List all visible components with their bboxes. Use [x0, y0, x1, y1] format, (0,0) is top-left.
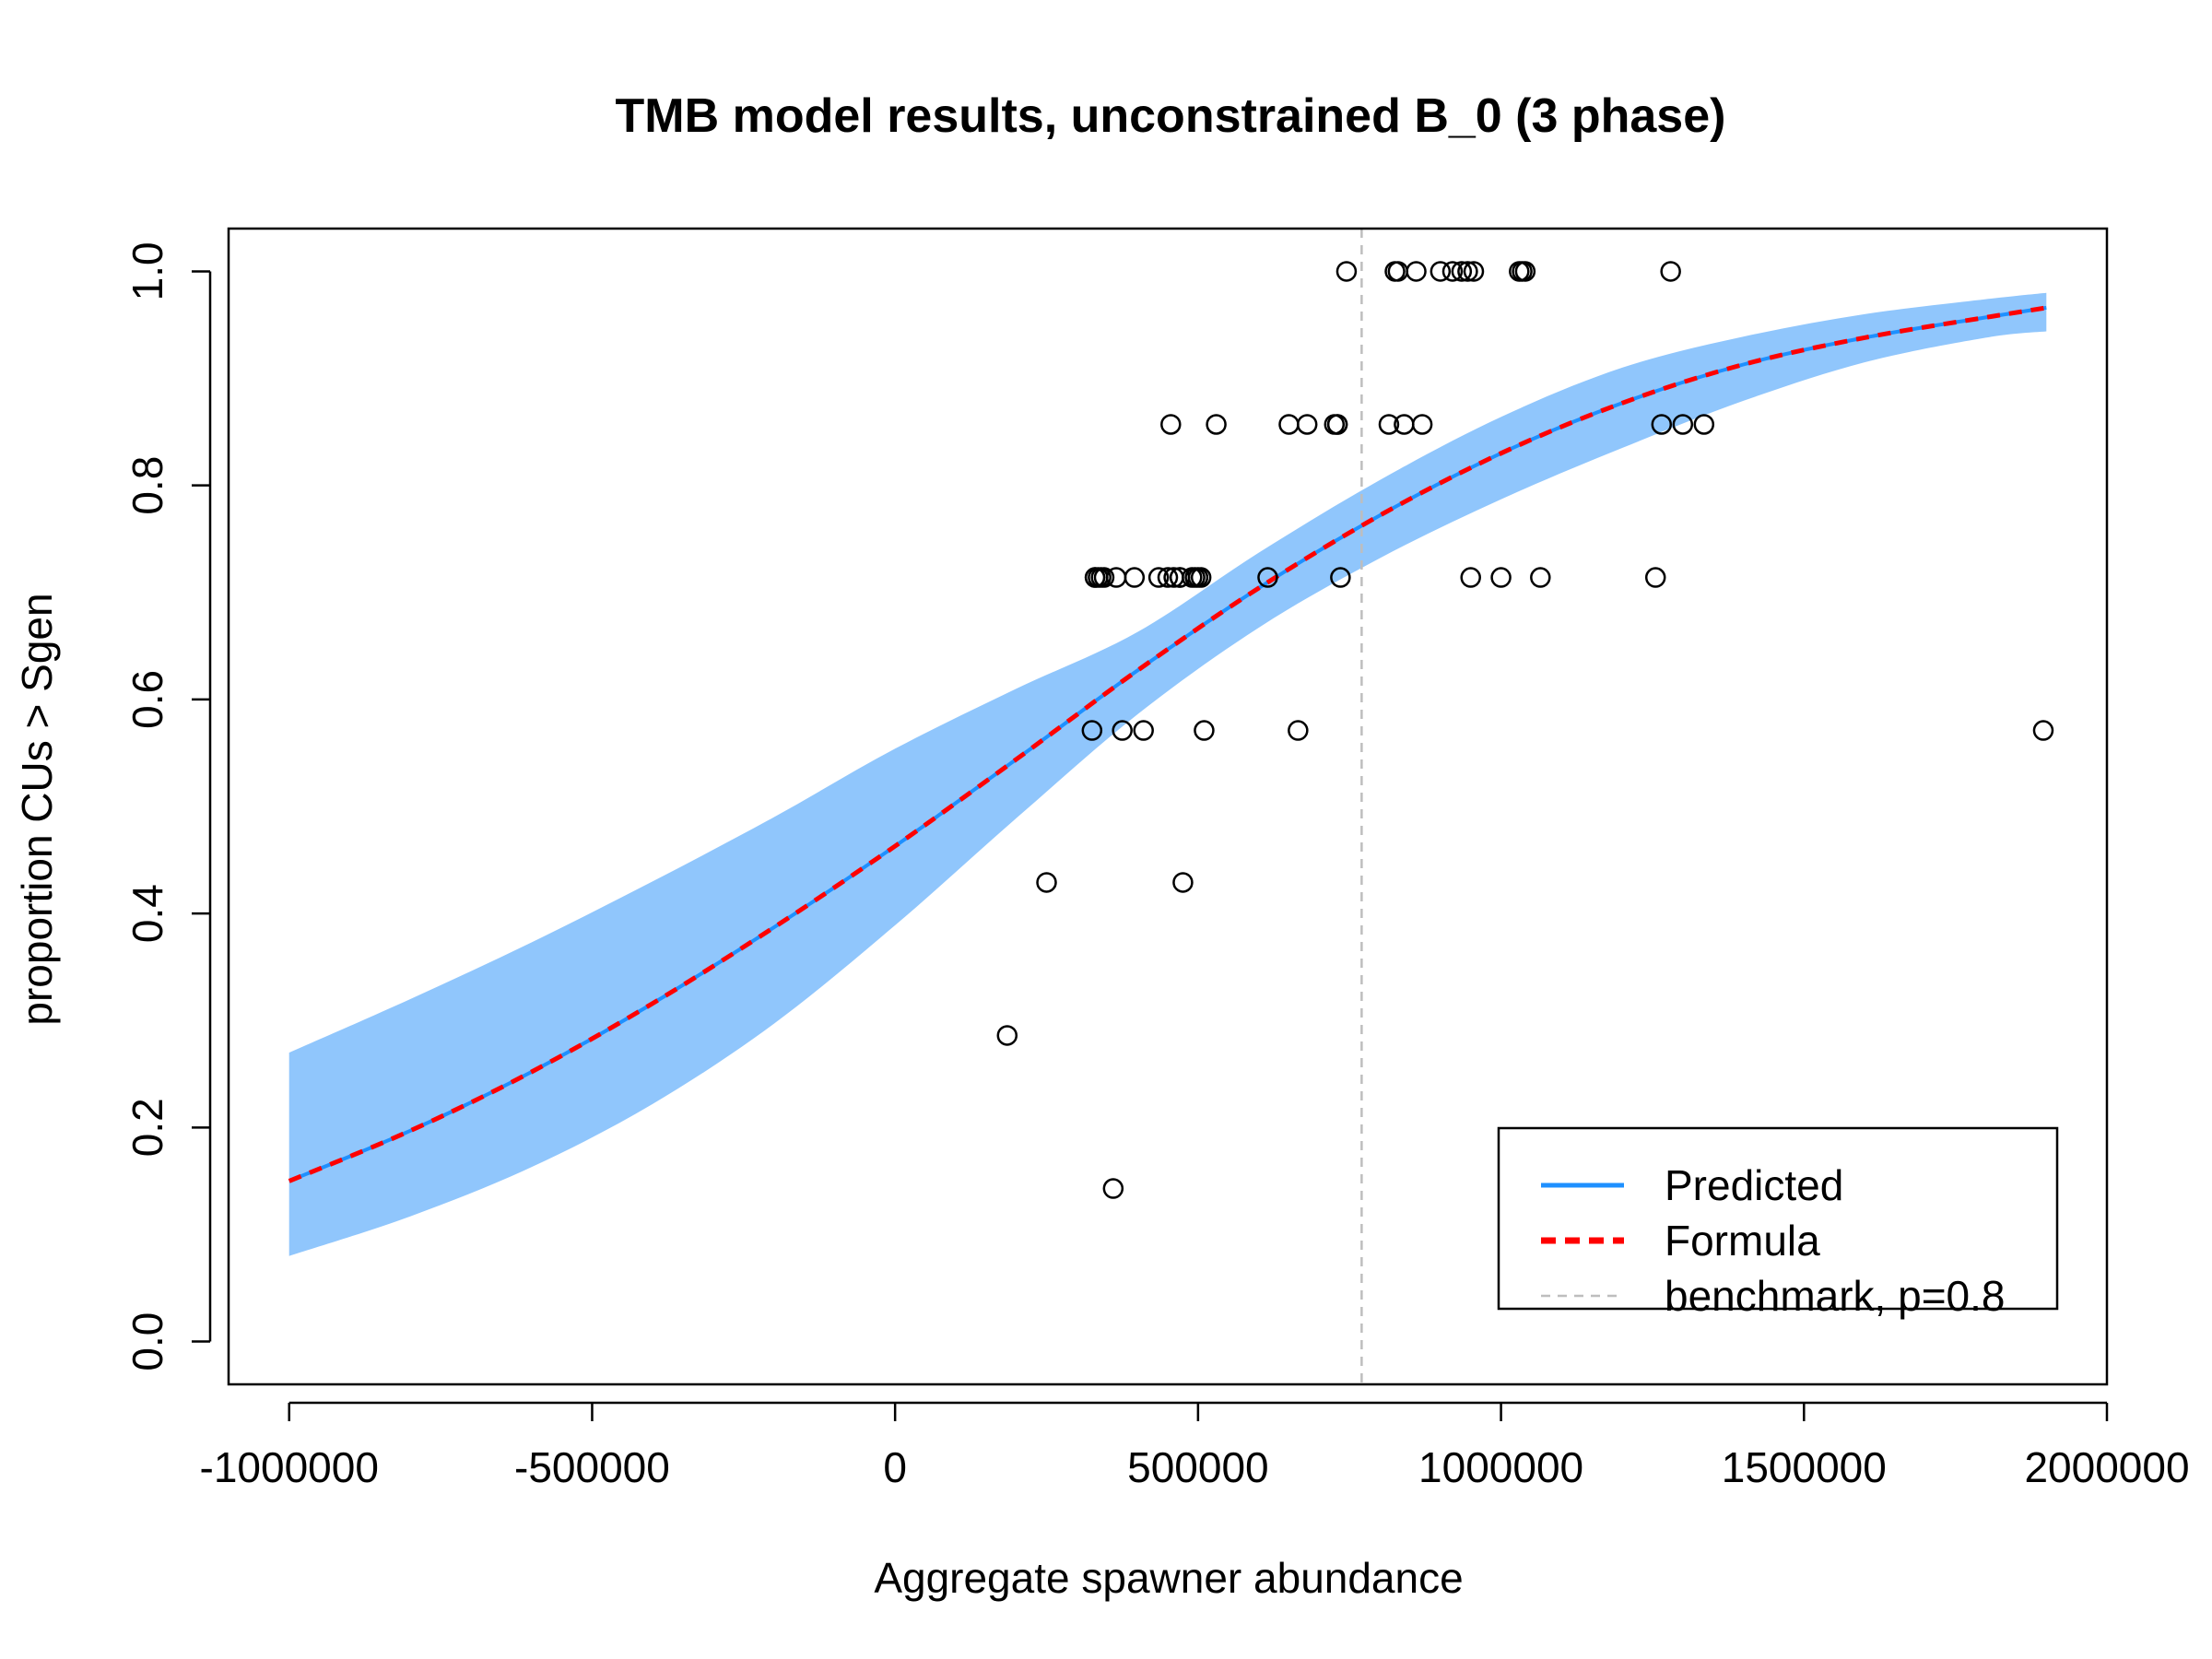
y-tick-label: 1.0 — [124, 241, 171, 300]
legend-label: Predicted — [1665, 1161, 1843, 1209]
data-point — [996, 1025, 1018, 1046]
data-point — [1335, 261, 1358, 282]
data-point — [1514, 261, 1536, 282]
legend-box — [1497, 1126, 2059, 1311]
plot-frame — [227, 227, 2109, 1386]
y-tick-label: 0.6 — [124, 670, 171, 729]
data-point — [1330, 567, 1351, 588]
data-point — [1378, 414, 1400, 435]
data-point — [1084, 567, 1106, 588]
x-tick-label: 2000000 — [2024, 1443, 2189, 1491]
data-point — [1411, 414, 1433, 435]
y-tick-label: 0.8 — [124, 456, 171, 515]
data-point — [1672, 414, 1694, 435]
data-point — [1490, 567, 1512, 588]
y-axis-label: proportion CUs > Sgen — [13, 593, 61, 1025]
x-tick-label: 0 — [883, 1443, 907, 1491]
data-point — [1206, 414, 1227, 435]
data-point — [1102, 1178, 1124, 1199]
data-point — [1463, 261, 1485, 282]
x-tick-label: -1000000 — [200, 1443, 379, 1491]
data-point — [1190, 567, 1212, 588]
data-point — [1693, 414, 1715, 435]
data-point — [1257, 567, 1278, 588]
data-point — [1194, 720, 1215, 741]
data-point — [1660, 261, 1681, 282]
data-point — [1157, 567, 1179, 588]
data-point — [1112, 720, 1133, 741]
data-point — [1430, 261, 1452, 282]
x-axis-label: Aggregate spawner abundance — [874, 1554, 1463, 1602]
data-point — [1296, 414, 1318, 435]
y-tick-label: 0.2 — [124, 1098, 171, 1157]
confidence-band — [288, 292, 2047, 1256]
data-point — [1644, 567, 1666, 588]
data-point — [1530, 567, 1551, 588]
x-tick-label: 1000000 — [1418, 1443, 1583, 1491]
series-line-formula — [288, 305, 2047, 1183]
data-point — [2032, 720, 2054, 741]
data-point — [1460, 567, 1481, 588]
data-point — [1036, 872, 1057, 893]
data-point — [1147, 567, 1170, 588]
data-point — [1651, 414, 1673, 435]
data-point — [1406, 261, 1427, 282]
y-tick-label: 0.0 — [124, 1312, 171, 1371]
data-point — [1288, 720, 1309, 741]
data-point — [1169, 567, 1191, 588]
data-point — [1451, 261, 1473, 282]
legend-label: Formula — [1665, 1217, 1820, 1265]
x-tick-label: -500000 — [514, 1443, 670, 1491]
legend: Predicted Formula benchmark, p=0.8 — [1497, 1126, 2059, 1320]
chart-title: TMB model results, unconstrained B_0 (3 … — [616, 89, 1726, 143]
data-point — [1441, 261, 1464, 282]
data-point — [1160, 414, 1182, 435]
data-point — [1457, 261, 1478, 282]
x-tick-label: 500000 — [1127, 1443, 1269, 1491]
data-point — [1124, 567, 1146, 588]
data-point — [1133, 720, 1154, 741]
legend-label: benchmark, p=0.8 — [1665, 1272, 2006, 1320]
y-tick-label: 0.4 — [124, 884, 171, 943]
data-point — [1326, 414, 1348, 435]
x-tick-label: 1500000 — [1722, 1443, 1887, 1491]
data-point — [1093, 567, 1115, 588]
data-point — [1172, 872, 1194, 893]
data-point — [1081, 720, 1103, 741]
plot-area: -1000000 -500000 0 500000 1000000 1500000 2000… — [124, 227, 2190, 1491]
